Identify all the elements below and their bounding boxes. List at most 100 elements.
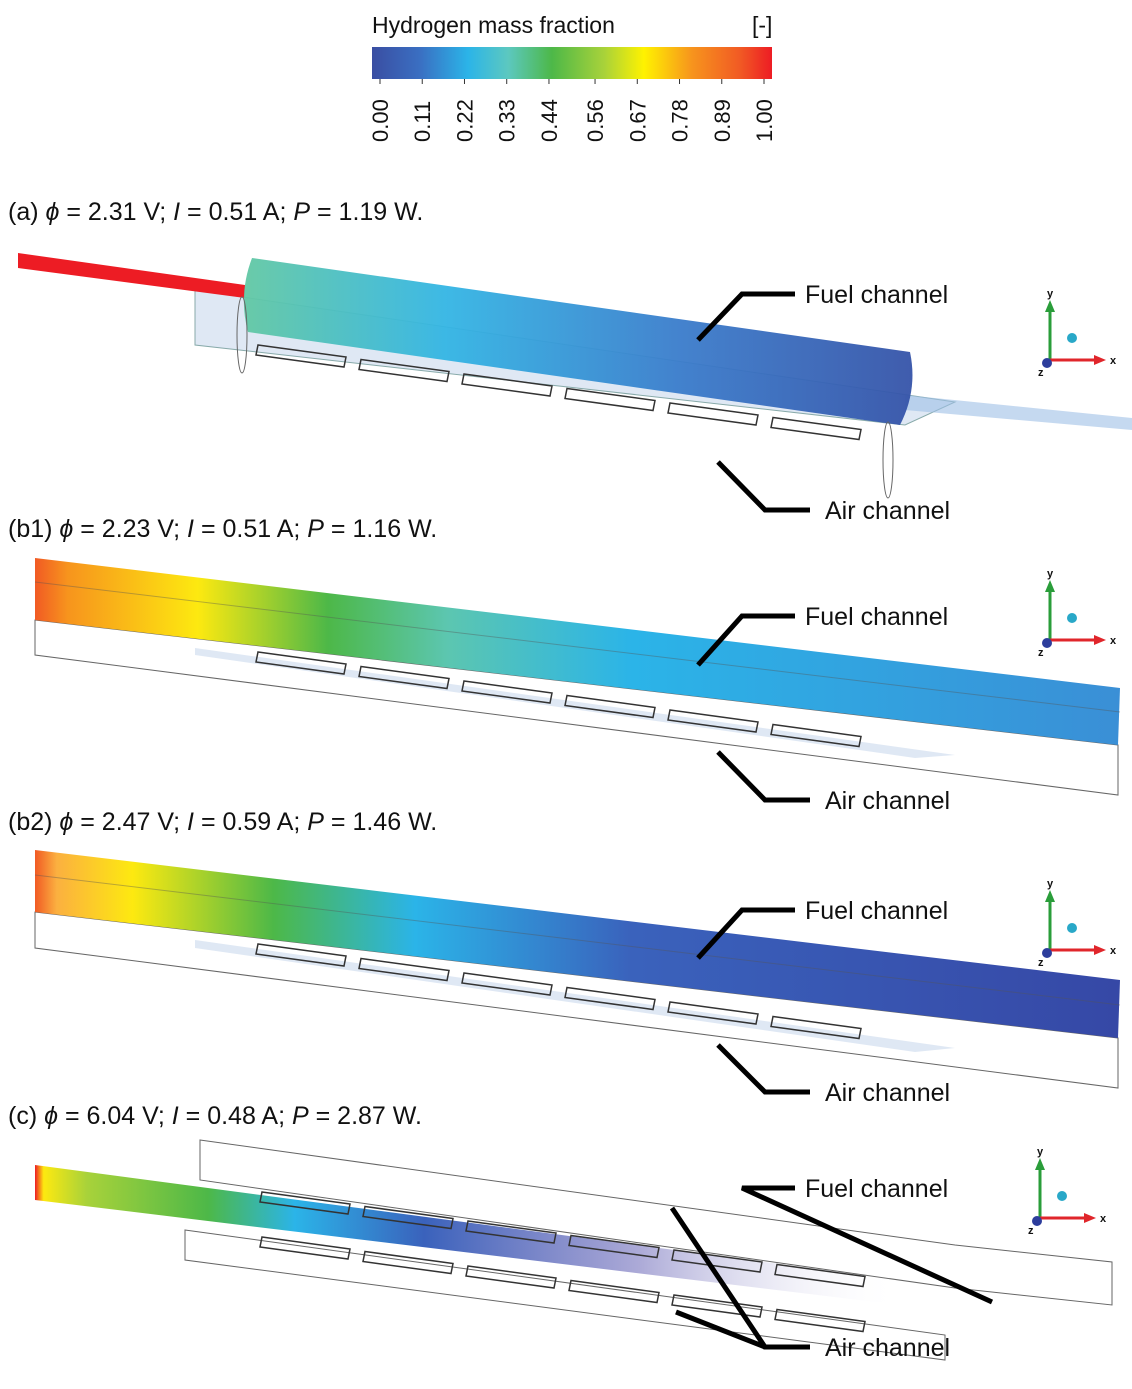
caption-part: I (173, 198, 180, 226)
caption-part: I (172, 1102, 179, 1130)
arrow-y (1045, 300, 1055, 312)
leader-line (718, 752, 810, 800)
axis-z (1032, 1216, 1042, 1226)
electrode (569, 1281, 659, 1303)
caption-part: = 1.46 W. (324, 808, 437, 836)
caption-part: P (293, 198, 310, 226)
caption-part: = 0.59 A; (194, 808, 307, 836)
caption-part: (b1) (8, 515, 59, 543)
caption-part: ϕ (59, 515, 73, 543)
arrow-x (1094, 635, 1106, 645)
axis-label-y: y (1047, 878, 1054, 890)
colorbar-title: Hydrogen mass fraction (372, 12, 615, 38)
figure: Hydrogen mass fraction [-] 0.000.110.220… (0, 0, 1132, 1389)
caption-part: = 1.16 W. (324, 515, 437, 543)
arrow-y (1045, 890, 1055, 902)
colorbar (372, 47, 772, 79)
axis-label-x: x (1100, 1213, 1107, 1225)
panel-caption: (a) ϕ = 2.31 V; I = 0.51 A; P = 1.19 W. (8, 198, 423, 226)
caption-part: = 0.48 A; (179, 1102, 292, 1130)
axis-label-z: z (1038, 957, 1044, 969)
axis-label-x: x (1110, 635, 1117, 647)
view-dot (1067, 333, 1077, 343)
caption-part: P (292, 1102, 309, 1130)
electrode (775, 1310, 865, 1332)
axis-label-z: z (1028, 1225, 1034, 1237)
axis-label-x: x (1110, 355, 1117, 367)
caption-part: ϕ (46, 198, 60, 226)
view-dot (1067, 613, 1077, 623)
colorbar-tick-label: 0.11 (410, 101, 435, 142)
colorbar-ticks: 0.00 0.11 0.22 0.33 0.44 0.56 0.67 0.78 0.89 1.00 (368, 79, 777, 142)
colorbar-tick-label: 0.00 (368, 99, 393, 142)
fuel-label: Fuel channel (805, 897, 948, 925)
panel-a (18, 253, 1132, 498)
caption-part: I (187, 515, 194, 543)
electrode (466, 1266, 556, 1288)
panel-caption: (c) ϕ = 6.04 V; I = 0.48 A; P = 2.87 W. (8, 1102, 422, 1130)
air-label: Air channel (825, 787, 950, 815)
air-label: Air channel (825, 1079, 950, 1107)
caption-part: I (187, 808, 194, 836)
caption-part: (b2) (8, 808, 59, 836)
caption-part: = 0.51 A; (194, 515, 307, 543)
panel-b2 (35, 850, 1120, 1088)
axis-label-z: z (1038, 647, 1044, 659)
colorbar-tick-label: 0.67 (625, 99, 650, 142)
colorbar-tick-label: 0.78 (668, 99, 693, 142)
arrow-x (1094, 945, 1106, 955)
arrow-y (1045, 580, 1055, 592)
caption-part: = 2.31 V; (59, 198, 173, 226)
panel-caption: (b2) ϕ = 2.47 V; I = 0.59 A; P = 1.46 W. (8, 808, 437, 836)
colorbar-tick-label: 0.33 (495, 99, 520, 142)
panel-b1 (35, 558, 1120, 795)
colorbar-tick-label: 1.00 (752, 99, 777, 142)
caption-part: ϕ (44, 1102, 58, 1130)
outlet-pipe (905, 395, 1132, 430)
air-label: Air channel (825, 497, 950, 525)
axis-z (1042, 638, 1052, 648)
panel-c (35, 1140, 1112, 1360)
caption-part: P (307, 515, 324, 543)
caption-part: (a) (8, 198, 46, 226)
inlet-pipe (18, 253, 245, 298)
caption-part: = 6.04 V; (58, 1102, 172, 1130)
colorbar-unit: [-] (752, 12, 772, 38)
caption-part: = 2.23 V; (73, 515, 187, 543)
arrow-y (1035, 1158, 1045, 1170)
caption-part: P (307, 808, 324, 836)
leader-line (718, 462, 810, 510)
air-label: Air channel (825, 1334, 950, 1362)
caption-part: (c) (8, 1102, 44, 1130)
caption-part: = 0.51 A; (180, 198, 293, 226)
electrode (363, 1252, 453, 1274)
electrode (260, 1237, 350, 1259)
channel-end (883, 422, 893, 498)
caption-part: = 2.47 V; (73, 808, 187, 836)
fuel-label: Fuel channel (805, 603, 948, 631)
edge (35, 875, 1120, 1005)
caption-part: ϕ (59, 808, 73, 836)
arrow-x (1094, 355, 1106, 365)
axis-label-y: y (1037, 1146, 1044, 1158)
arrow-x (1084, 1213, 1096, 1223)
view-dot (1057, 1191, 1067, 1201)
colorbar-tick-label: 0.22 (452, 99, 477, 142)
edge (35, 582, 1120, 712)
axis-label-x: x (1110, 945, 1117, 957)
caption-part: = 1.19 W. (310, 198, 423, 226)
colorbar-tick-label: 0.44 (537, 99, 562, 142)
electrode (771, 418, 861, 440)
axis-label-y: y (1047, 288, 1054, 300)
panel-caption: (b1) ϕ = 2.23 V; I = 0.51 A; P = 1.16 W. (8, 515, 437, 543)
colorbar-tick-label: 0.56 (583, 99, 608, 142)
axis-z (1042, 948, 1052, 958)
fuel-label: Fuel channel (805, 1175, 948, 1203)
leader-line (718, 1045, 810, 1092)
axis-z (1042, 358, 1052, 368)
axis-label-y: y (1047, 568, 1054, 580)
view-dot (1067, 923, 1077, 933)
colorbar-tick-label: 0.89 (710, 99, 735, 142)
fuel-label: Fuel channel (805, 281, 948, 309)
caption-part: = 2.87 W. (309, 1102, 422, 1130)
